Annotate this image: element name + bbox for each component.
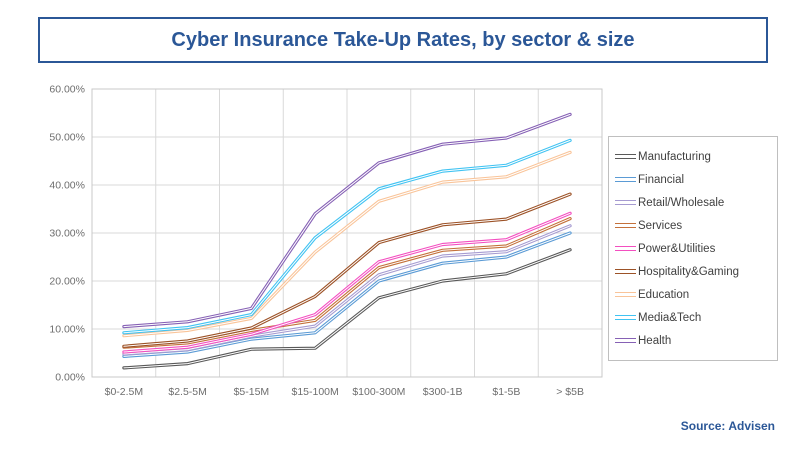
source-note: Source: Advisen	[680, 419, 775, 433]
legend-line-swatch	[615, 292, 636, 297]
y-axis-tick-label: 40.00%	[49, 180, 85, 192]
x-axis-category-label: $300-1B	[423, 386, 463, 398]
legend-line-swatch	[615, 269, 636, 274]
legend-line-swatch	[615, 200, 636, 205]
y-axis-tick-label: 30.00%	[49, 228, 85, 240]
series-line-highlight	[123, 113, 571, 328]
y-axis-tick-label: 20.00%	[49, 276, 85, 288]
legend-line-swatch	[615, 315, 636, 320]
legend-item: Hospitality&Gaming	[615, 260, 771, 283]
legend-line-swatch	[615, 177, 636, 182]
series-line-highlight	[123, 151, 571, 337]
legend-item: Education	[615, 283, 771, 306]
legend-label: Hospitality&Gaming	[638, 265, 739, 278]
x-axis-category-label: $100-300M	[352, 386, 405, 398]
legend-item: Services	[615, 214, 771, 237]
legend-item: Power&Utilities	[615, 237, 771, 260]
x-axis-category-label: $15-100M	[291, 386, 338, 398]
line-chart: 0.00% 10.00% 20.00% 30.00% 40.00% 50.00% 60.00…	[49, 84, 603, 398]
series-line-highlight	[123, 225, 571, 355]
series-line-highlight	[123, 249, 571, 369]
legend-label: Retail/Wholesale	[638, 196, 725, 209]
series-line-highlight	[123, 232, 571, 357]
x-axis-category-label: $1-5B	[492, 386, 520, 398]
legend-label: Media&Tech	[638, 311, 702, 324]
legend-item: Health	[615, 329, 771, 352]
y-axis-tick-label: 10.00%	[49, 324, 85, 336]
legend-label: Manufacturing	[638, 150, 711, 163]
y-axis-tick-label: 0.00%	[55, 372, 85, 384]
series-line-highlight	[123, 218, 571, 348]
series-line-highlight	[123, 139, 571, 334]
y-axis-tick-label: 60.00%	[49, 84, 85, 96]
x-axis-category-label: > $5B	[556, 386, 584, 398]
legend-label: Health	[638, 334, 672, 347]
chart-title-box: Cyber Insurance Take-Up Rates, by sector…	[38, 17, 768, 63]
chart-title: Cyber Insurance Take-Up Rates, by sector…	[171, 28, 635, 51]
legend-line-swatch	[615, 246, 636, 251]
legend-item: Retail/Wholesale	[615, 191, 771, 214]
legend-line-swatch	[615, 338, 636, 343]
x-axis-category-label: $2.5-5M	[168, 386, 207, 398]
legend-line-swatch	[615, 223, 636, 228]
y-axis-tick-label: 50.00%	[49, 132, 85, 144]
legend-item: Media&Tech	[615, 306, 771, 329]
legend-label: Financial	[638, 173, 685, 186]
legend: Manufacturing Financial Retail/Wholesale Se…	[608, 136, 778, 361]
x-axis-category-label: $5-15M	[234, 386, 270, 398]
series-line-highlight	[123, 193, 571, 347]
legend-line-swatch	[615, 154, 636, 159]
legend-label: Education	[638, 288, 690, 301]
legend-item: Financial	[615, 168, 771, 191]
x-axis-category-label: $0-2.5M	[105, 386, 144, 398]
legend-item: Manufacturing	[615, 145, 771, 168]
plot-border	[91, 88, 603, 378]
legend-label: Services	[638, 219, 683, 232]
legend-label: Power&Utilities	[638, 242, 716, 255]
series-line-highlight	[123, 212, 571, 353]
